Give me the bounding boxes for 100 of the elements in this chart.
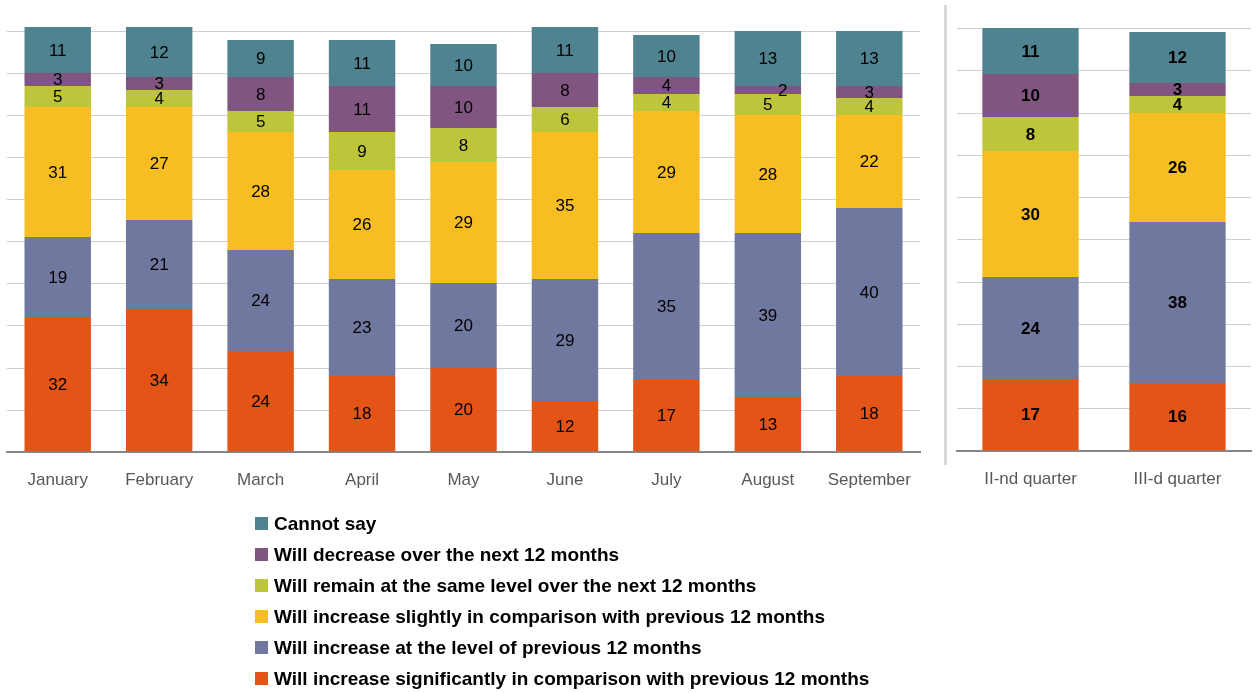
data-label: 8 — [458, 135, 469, 155]
bar — [836, 115, 903, 208]
bar — [24, 27, 91, 73]
bar — [430, 128, 497, 162]
data-label: 21 — [149, 255, 169, 275]
bar — [982, 151, 1079, 277]
data-label: 20 — [454, 400, 473, 420]
data-label: 10 — [454, 55, 473, 75]
data-label: 38 — [1168, 293, 1187, 313]
data-label: 26 — [1168, 158, 1187, 178]
bar — [328, 132, 396, 170]
data-label: 31 — [48, 162, 68, 182]
data-label: 10 — [656, 46, 676, 66]
x-tick-label: II-nd quarter — [984, 469, 1078, 489]
data-label: 13 — [758, 414, 778, 434]
bar — [328, 376, 396, 452]
x-tick-label: May — [447, 470, 481, 490]
bar — [125, 309, 193, 452]
bar — [24, 237, 91, 317]
data-label: 24 — [251, 291, 271, 311]
bar — [633, 94, 700, 111]
data-label: 11 — [353, 53, 371, 73]
legend-label: Will increase slightly in comparison with previous 12 months — [274, 605, 825, 628]
data-label: 5 — [763, 95, 773, 115]
bar — [531, 107, 599, 132]
bar — [328, 86, 396, 132]
data-label: 11 — [48, 40, 67, 60]
data-label: 22 — [859, 152, 879, 172]
data-label: 29 — [656, 162, 676, 182]
bar — [125, 77, 193, 90]
bar — [734, 86, 802, 94]
data-label: 12 — [1168, 48, 1187, 68]
bar — [125, 220, 193, 309]
bar — [227, 111, 294, 132]
bar — [227, 250, 294, 351]
data-label: 10 — [454, 97, 473, 117]
x-tick-label: June — [546, 470, 584, 490]
bar — [982, 74, 1079, 117]
bar — [633, 111, 700, 233]
data-label: 29 — [555, 330, 575, 350]
data-label: 17 — [1021, 405, 1040, 425]
data-label: 9 — [357, 141, 367, 161]
data-label: 3 — [52, 70, 63, 90]
bar — [633, 35, 700, 77]
bar — [227, 132, 294, 250]
bar — [24, 86, 91, 107]
data-label: 17 — [656, 406, 676, 426]
bar — [633, 380, 700, 452]
data-label: 39 — [758, 305, 778, 325]
bar — [1129, 222, 1226, 383]
bar — [1129, 32, 1226, 83]
data-label: 19 — [48, 267, 68, 287]
data-label: 23 — [352, 318, 372, 338]
bar — [982, 379, 1079, 451]
bar — [531, 401, 599, 452]
bar — [836, 31, 903, 86]
data-label: 5 — [52, 87, 63, 107]
data-label: 4 — [864, 97, 875, 117]
bar — [633, 233, 700, 380]
bar — [1129, 383, 1226, 451]
data-label: 4 — [1172, 95, 1183, 115]
x-tick-label: September — [827, 470, 912, 490]
legend-label: Will remain at the same level over the next 12 months — [274, 574, 757, 597]
data-label: 18 — [352, 404, 372, 424]
data-label: 13 — [859, 49, 879, 69]
bar — [531, 132, 599, 279]
bar — [125, 90, 193, 107]
data-label: 28 — [758, 164, 778, 184]
legend-label: Will decrease over the next 12 months — [274, 543, 620, 566]
bar — [531, 279, 599, 401]
bar — [982, 28, 1079, 74]
data-label: 9 — [255, 49, 266, 69]
bar — [328, 40, 396, 86]
bar — [1129, 83, 1226, 96]
data-label: 11 — [353, 99, 371, 119]
bar — [227, 351, 294, 452]
bar — [982, 117, 1079, 151]
bar — [1129, 96, 1226, 113]
data-label: 35 — [555, 196, 575, 216]
x-tick-label: February — [125, 470, 194, 490]
legend-label: Will increase significantly in comparison with previous 12 months — [274, 667, 870, 690]
x-tick-label: III-d quarter — [1133, 469, 1222, 489]
x-tick-label: July — [651, 470, 682, 490]
bar — [633, 77, 700, 94]
data-label: 30 — [1021, 204, 1040, 224]
bar — [734, 31, 802, 86]
data-label: 4 — [661, 93, 672, 113]
data-label: 35 — [656, 297, 676, 317]
bar — [430, 86, 497, 128]
bar — [125, 27, 193, 77]
data-label: 40 — [859, 282, 879, 302]
x-tick-label: April — [345, 470, 380, 490]
data-label: 32 — [48, 374, 68, 394]
x-tick-label: August — [741, 470, 795, 490]
bar — [328, 279, 396, 376]
bar — [125, 107, 193, 220]
bar — [734, 115, 802, 233]
legend-label: Cannot say — [274, 512, 377, 535]
x-tick-label: January — [27, 470, 89, 490]
bar — [836, 208, 903, 376]
